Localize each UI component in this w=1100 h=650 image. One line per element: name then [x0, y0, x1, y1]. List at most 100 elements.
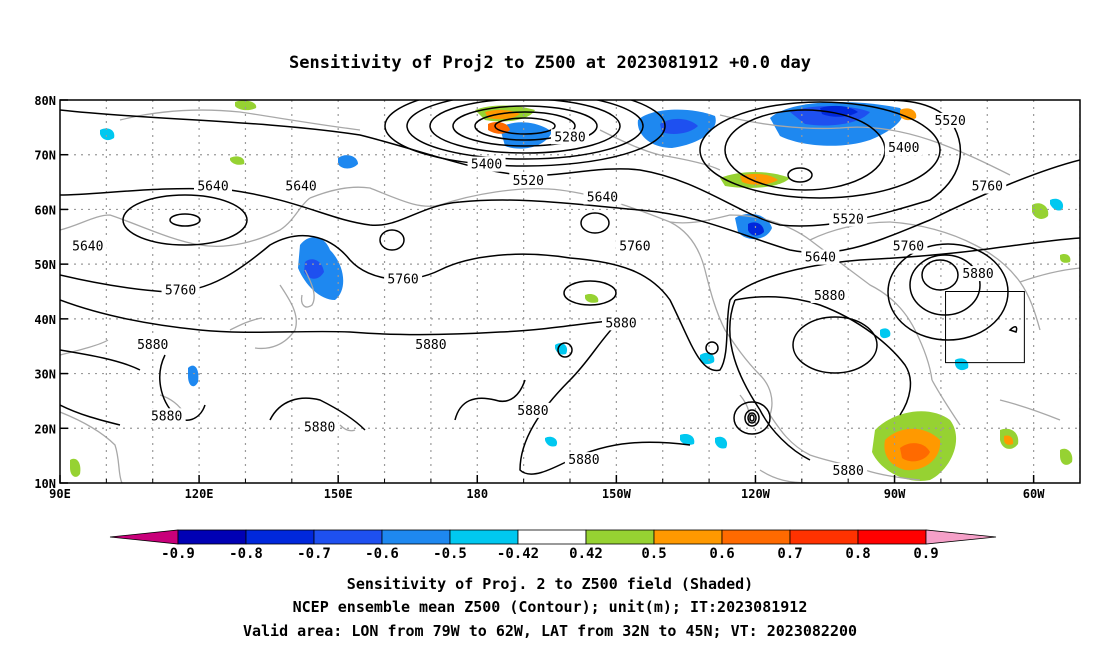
plot-area: 5280 5400 5520 5520 5400 5520 5640 5640 5640 5640…	[60, 100, 1080, 483]
colorbar-label: 0.42	[569, 546, 603, 562]
colorbar-label: 0.9	[913, 546, 938, 562]
contour-label: 5520	[833, 212, 864, 227]
contour-label-bg	[384, 271, 423, 287]
lon-label: 150W	[602, 487, 632, 501]
colorbar-segment	[313, 529, 383, 545]
colorbar-arrow-left	[109, 529, 179, 545]
contour-label: 5880	[568, 453, 599, 468]
contour-label-bg	[602, 315, 640, 331]
contour-label-bg	[968, 178, 1007, 194]
lon-label: 90E	[49, 487, 71, 501]
contour-label-bg	[68, 238, 107, 254]
lon-label: 120E	[185, 487, 214, 501]
contour-label: 5760	[893, 240, 924, 255]
colorbar-label: 0.7	[777, 546, 802, 562]
contour-label: 5280	[554, 130, 585, 145]
lon-label: 60W	[1023, 487, 1045, 501]
contour-label: 5400	[471, 158, 502, 173]
contour-label: 5640	[285, 180, 316, 195]
contour-label-bg	[889, 238, 928, 254]
lat-label: 20N	[34, 422, 56, 436]
colorbar-label: -0.9	[161, 546, 195, 562]
colorbar-segment	[177, 529, 247, 545]
contour-label: 5640	[587, 190, 618, 205]
colorbar-label: 0.6	[709, 546, 734, 562]
lat-label: 70N	[34, 149, 56, 163]
lon-label: 120W	[741, 487, 771, 501]
footer-line-1: Sensitivity of Proj. 2 to Z500 field (Sh…	[347, 575, 753, 593]
contour-label: 5520	[935, 114, 966, 129]
contour-label-bg	[467, 156, 506, 172]
lat-label: 10N	[34, 477, 56, 491]
contour-label-bg	[959, 266, 997, 282]
contour-label: 5880	[833, 464, 864, 479]
contour-label: 5640	[72, 240, 103, 255]
contour-label-bg	[829, 463, 868, 479]
sensitivity-shading	[70, 100, 1073, 481]
contour-label-bg	[133, 337, 172, 353]
contour-labels: 5280 5400 5520 5520 5400 5520 5640 5640 5640 5640…	[68, 112, 1007, 479]
lat-label: 60N	[34, 203, 56, 217]
contour-label-bg	[931, 112, 970, 128]
contour-label: 5880	[605, 316, 636, 331]
contour-label: 5400	[888, 141, 919, 156]
colorbar-label: -0.8	[229, 546, 263, 562]
contour-label: 5880	[151, 409, 182, 424]
colorbar-label: -0.6	[365, 546, 399, 562]
contour-label-bg	[829, 211, 868, 227]
valid-area-box	[945, 291, 1025, 364]
contour-label-bg	[194, 178, 232, 194]
contour-label-bg	[300, 419, 339, 435]
colorbar-label: -0.5	[433, 546, 467, 562]
map-title: Sensitivity of Proj2 to Z500 at 20230819…	[289, 53, 811, 73]
contour-label-bg	[282, 178, 321, 194]
colorbar-label: -0.7	[297, 546, 331, 562]
lat-label: 50N	[34, 258, 56, 272]
lat-label: 40N	[34, 313, 56, 327]
contour-label: 5880	[962, 267, 993, 282]
lon-label: 90W	[884, 487, 906, 501]
colorbar-segment	[789, 529, 859, 545]
contour-label-bg	[551, 129, 589, 145]
colorbar-segment	[585, 529, 655, 545]
lon-label: 180	[466, 487, 488, 501]
colorbar-segment	[857, 529, 927, 545]
contour-label-bg	[411, 337, 450, 353]
contour-label: 5880	[415, 338, 446, 353]
colorbar-segment	[653, 529, 723, 545]
colorbar: -0.9 -0.8 -0.7 -0.6 -0.5 -0.42 0.42 0.5 0.6 0.7 0.…	[109, 529, 997, 562]
contour-label: 5760	[387, 273, 418, 288]
lat-label: 30N	[34, 368, 56, 382]
colorbar-segment	[449, 529, 519, 545]
colorbar-segment	[381, 529, 451, 545]
contour-label-bg	[564, 452, 603, 468]
contour-label-bg	[884, 140, 923, 156]
contour-label: 5880	[814, 289, 845, 304]
lon-label: 150E	[324, 487, 353, 501]
contour-label: 5760	[165, 284, 196, 299]
contour-label-bg	[801, 249, 840, 265]
contour-label: 5760	[972, 180, 1003, 195]
contour-label-bg	[161, 282, 200, 298]
contour-label-bg	[513, 402, 552, 418]
contour-label-bg	[509, 173, 548, 189]
contour-label-bg	[147, 408, 186, 424]
contour-label-bg	[615, 238, 654, 254]
colorbar-arrow-right	[925, 529, 997, 545]
contour-label: 5640	[805, 251, 836, 266]
contour-label: 5640	[197, 180, 228, 195]
contour-label: 5520	[513, 174, 544, 189]
coastlines	[60, 109, 1080, 483]
colorbar-segment	[517, 529, 587, 545]
contour-label: 5880	[304, 420, 335, 435]
footer-line-2: NCEP ensemble mean Z500 (Contour); unit(…	[293, 598, 808, 616]
z500-contours	[60, 100, 1080, 475]
contour-label-bg	[810, 287, 849, 303]
contour-label: 5760	[619, 240, 650, 255]
contour-label: 5880	[137, 338, 168, 353]
colorbar-label: 0.5	[641, 546, 666, 562]
colorbar-segment	[721, 529, 791, 545]
colorbar-label: 0.8	[845, 546, 870, 562]
